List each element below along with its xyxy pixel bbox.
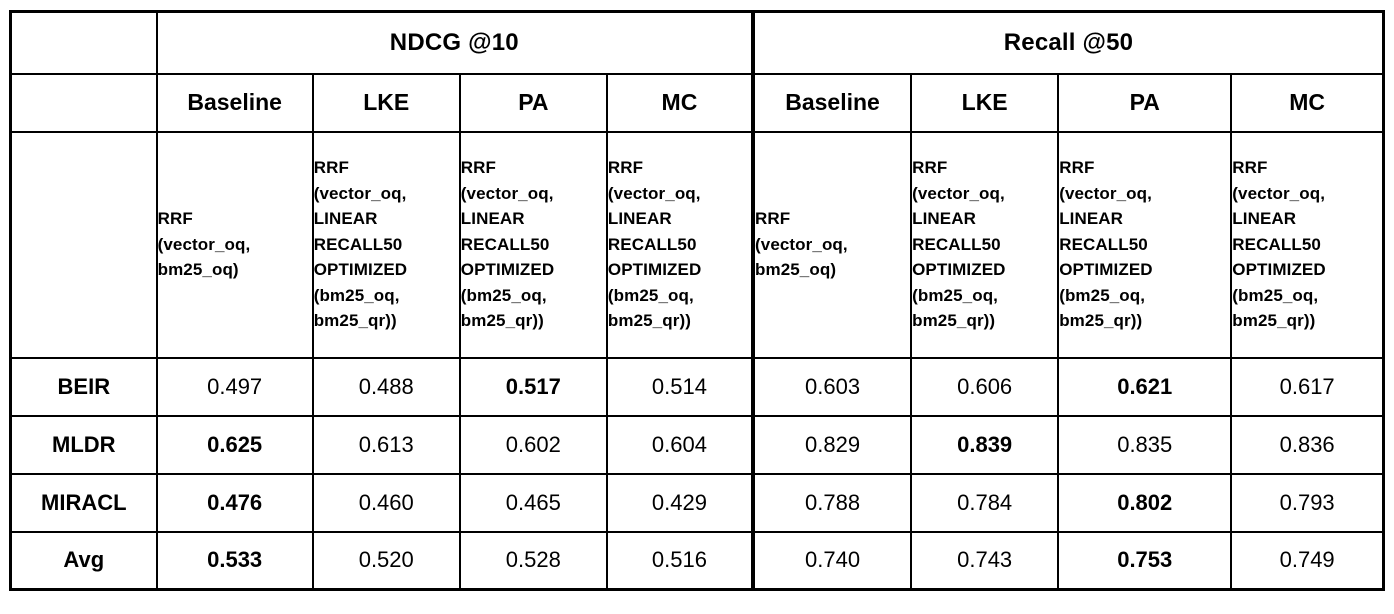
value-cell: 0.465 [458,472,608,533]
value-cell: 0.617 [1230,356,1385,417]
table-row-mldr: MLDR 0.625 0.613 0.602 0.604 0.829 0.839… [9,414,1385,475]
group-header-row: NDCG @10 Recall @50 [9,10,1385,75]
method-header-baseline-ndcg: Baseline [155,72,314,133]
method-header-pa-ndcg: PA [458,72,608,133]
value-cell: 0.476 [155,472,314,533]
method-header-lke-ndcg: LKE [311,72,461,133]
group-header-ndcg10: NDCG @10 [155,10,755,75]
value-cell: 0.784 [910,472,1060,533]
value-cell: 0.802 [1057,472,1233,533]
value-cell: 0.488 [311,356,461,417]
value-cell: 0.514 [605,356,755,417]
value-cell: 0.836 [1230,414,1385,475]
method-descriptor: RRF (vector_oq, LINEAR RECALL50 OPTIMIZE… [910,130,1060,359]
row-label-mldr: MLDR [9,414,158,475]
value-cell: 0.460 [311,472,461,533]
method-descriptor: RRF (vector_oq, LINEAR RECALL50 OPTIMIZE… [458,130,608,359]
value-cell: 0.520 [311,530,461,591]
method-header-lke-recall: LKE [910,72,1060,133]
value-cell: 0.839 [910,414,1060,475]
descriptor-row: RRF (vector_oq, bm25_oq) RRF (vector_oq,… [9,130,1385,359]
row-label-avg: Avg [9,530,158,591]
value-cell: 0.835 [1057,414,1233,475]
method-descriptor: RRF (vector_oq, bm25_oq) [155,130,314,359]
value-cell: 0.602 [458,414,608,475]
value-cell: 0.829 [750,414,913,475]
value-cell: 0.429 [605,472,755,533]
table-row-beir: BEIR 0.497 0.488 0.517 0.514 0.603 0.606… [9,356,1385,417]
value-cell: 0.613 [311,414,461,475]
corner-cell [9,130,158,359]
method-header-row: Baseline LKE PA MC Baseline LKE PA MC [9,72,1385,133]
method-descriptor: RRF (vector_oq, LINEAR RECALL50 OPTIMIZE… [1230,130,1385,359]
value-cell: 0.621 [1057,356,1233,417]
method-descriptor: RRF (vector_oq, LINEAR RECALL50 OPTIMIZE… [1057,130,1233,359]
table-row-avg: Avg 0.533 0.520 0.528 0.516 0.740 0.743 … [9,530,1385,591]
table-row-miracl: MIRACL 0.476 0.460 0.465 0.429 0.788 0.7… [9,472,1385,533]
value-cell: 0.528 [458,530,608,591]
value-cell: 0.497 [155,356,314,417]
value-cell: 0.517 [458,356,608,417]
method-descriptor: RRF (vector_oq, bm25_oq) [750,130,913,359]
row-label-miracl: MIRACL [9,472,158,533]
method-header-mc-recall: MC [1230,72,1385,133]
method-header-baseline-recall: Baseline [750,72,913,133]
corner-cell [9,72,158,133]
method-header-mc-ndcg: MC [605,72,755,133]
value-cell: 0.753 [1057,530,1233,591]
results-table: NDCG @10 Recall @50 Baseline LKE PA MC B… [9,10,1385,591]
value-cell: 0.743 [910,530,1060,591]
value-cell: 0.793 [1230,472,1385,533]
corner-cell [9,10,158,75]
method-header-pa-recall: PA [1057,72,1233,133]
row-label-beir: BEIR [9,356,158,417]
method-descriptor: RRF (vector_oq, LINEAR RECALL50 OPTIMIZE… [311,130,461,359]
value-cell: 0.604 [605,414,755,475]
value-cell: 0.516 [605,530,755,591]
value-cell: 0.740 [750,530,913,591]
group-header-recall50: Recall @50 [751,10,1385,75]
value-cell: 0.606 [910,356,1060,417]
value-cell: 0.533 [155,530,314,591]
method-descriptor: RRF (vector_oq, LINEAR RECALL50 OPTIMIZE… [605,130,755,359]
value-cell: 0.603 [750,356,913,417]
value-cell: 0.749 [1230,530,1385,591]
value-cell: 0.625 [155,414,314,475]
value-cell: 0.788 [750,472,913,533]
